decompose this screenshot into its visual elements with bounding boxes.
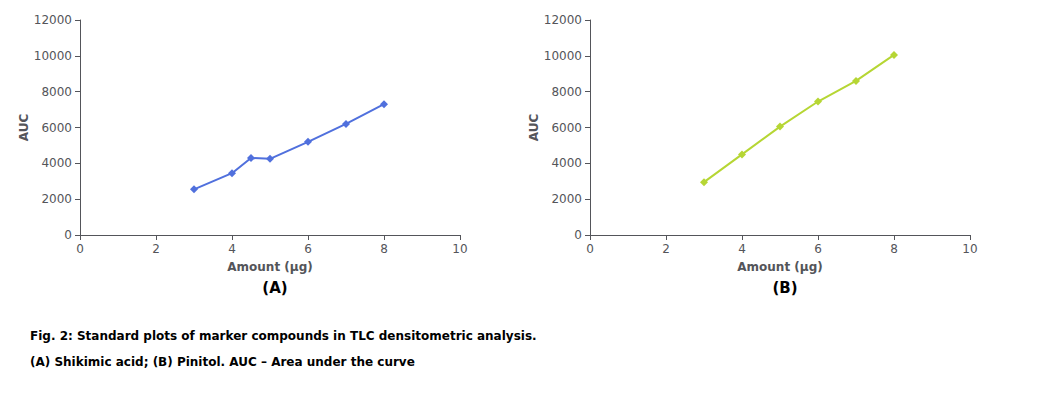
svg-text:2: 2 — [662, 242, 670, 256]
svg-text:0: 0 — [586, 242, 594, 256]
svg-text:10: 10 — [452, 242, 467, 256]
svg-text:4: 4 — [228, 242, 236, 256]
svg-text:6000: 6000 — [41, 121, 72, 135]
svg-text:2000: 2000 — [551, 192, 582, 206]
svg-text:8: 8 — [380, 242, 388, 256]
svg-text:6: 6 — [814, 242, 822, 256]
svg-text:AUC: AUC — [527, 114, 541, 142]
svg-text:12000: 12000 — [34, 13, 72, 27]
svg-text:4000: 4000 — [41, 156, 72, 170]
svg-text:Amount (μg): Amount (μg) — [227, 260, 312, 274]
svg-text:0: 0 — [76, 242, 84, 256]
svg-text:Fig. 2: Standard plots of mark: Fig. 2: Standard plots of marker compoun… — [30, 329, 537, 343]
svg-text:Amount (μg): Amount (μg) — [737, 260, 822, 274]
svg-text:10: 10 — [962, 242, 977, 256]
svg-text:10000: 10000 — [544, 49, 582, 63]
svg-text:0: 0 — [64, 228, 72, 242]
svg-text:AUC: AUC — [17, 114, 31, 142]
svg-text:8000: 8000 — [41, 85, 72, 99]
svg-text:2: 2 — [152, 242, 160, 256]
svg-text:0: 0 — [574, 228, 582, 242]
svg-text:10000: 10000 — [34, 49, 72, 63]
svg-text:4: 4 — [738, 242, 746, 256]
svg-text:(A): (A) — [262, 279, 287, 297]
svg-text:(B): (B) — [772, 279, 797, 297]
svg-text:6: 6 — [304, 242, 312, 256]
svg-text:6000: 6000 — [551, 121, 582, 135]
svg-text:4000: 4000 — [551, 156, 582, 170]
svg-text:12000: 12000 — [544, 13, 582, 27]
svg-text:(A) Shikimic acid; (B) Pinitol: (A) Shikimic acid; (B) Pinitol. AUC – Ar… — [30, 355, 415, 369]
svg-text:2000: 2000 — [41, 192, 72, 206]
svg-text:8000: 8000 — [551, 85, 582, 99]
svg-text:8: 8 — [890, 242, 898, 256]
